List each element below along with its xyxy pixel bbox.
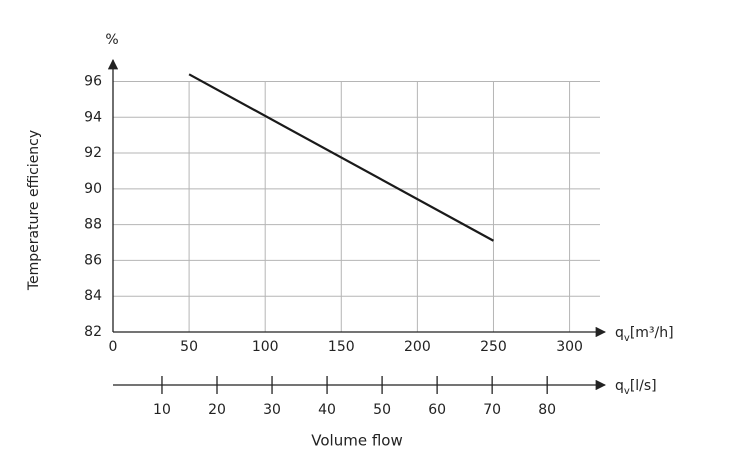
- x2-tick-label: 30: [263, 402, 281, 418]
- x2-unit: qv[l/s]: [615, 378, 657, 397]
- x2-tick-label: 50: [373, 402, 391, 418]
- x-tick-label: 0: [109, 339, 118, 355]
- x-axis-title: Volume flow: [311, 432, 402, 450]
- x-unit-text: [m³/h]: [630, 325, 674, 341]
- data-line: [188, 73, 494, 242]
- y-tick-label: 82: [84, 324, 102, 340]
- y-tick-label: 84: [84, 288, 102, 304]
- x-tick-label: 300: [556, 339, 583, 355]
- x2-unit-sub: v: [624, 386, 630, 397]
- x-unit: qv[m³/h]: [615, 325, 674, 344]
- x2-tick-label: 60: [428, 402, 446, 418]
- x-tick-label: 50: [180, 339, 198, 355]
- y-tick-label: 94: [84, 109, 102, 125]
- y-tick-label: 90: [84, 181, 102, 197]
- x2-tick-label: 40: [318, 402, 336, 418]
- x2-unit-symbol: q: [615, 378, 624, 394]
- x-tick-label: 100: [252, 339, 279, 355]
- x2-tick-label: 80: [538, 402, 556, 418]
- y-tick-label: 92: [84, 145, 102, 161]
- x2-tick-label: 20: [208, 402, 226, 418]
- y-tick-label: 88: [84, 217, 102, 233]
- x-tick-label: 200: [404, 339, 431, 355]
- y-axis-title: Temperature efficiency: [26, 130, 42, 291]
- x2-tick-label: 10: [153, 402, 171, 418]
- x-unit-symbol: q: [615, 325, 624, 341]
- x-tick-label: 150: [328, 339, 355, 355]
- y-tick-label: 86: [84, 252, 102, 268]
- x-unit-sub: v: [624, 333, 630, 344]
- y-tick-label: 96: [84, 73, 102, 89]
- x2-tick-label: 70: [483, 402, 501, 418]
- x-tick-label: 250: [480, 339, 507, 355]
- y-unit: %: [105, 32, 118, 48]
- x2-unit-text: [l/s]: [630, 378, 657, 394]
